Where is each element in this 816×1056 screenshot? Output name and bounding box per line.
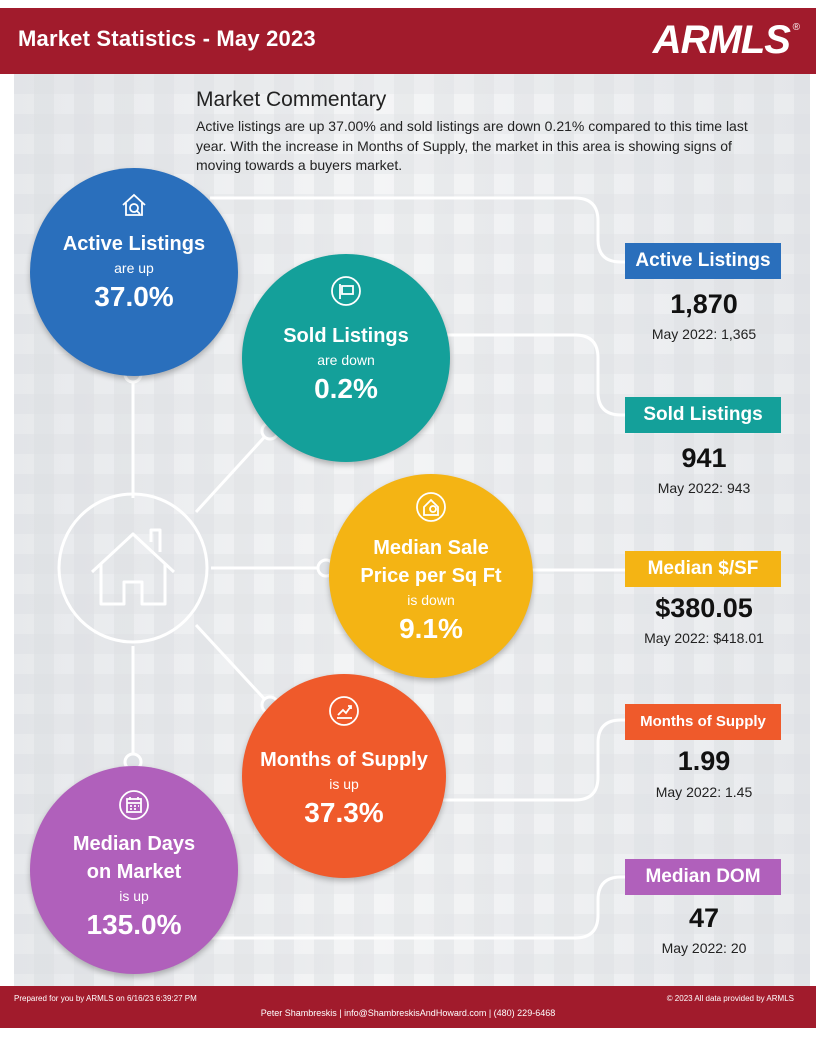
median-dom-label: Median DOM <box>625 859 781 895</box>
chart-up-icon <box>329 696 359 726</box>
sold-listings-title: Sold Listings <box>283 325 409 347</box>
median-price-value: $380.05 <box>655 593 753 623</box>
median-dom-value: 47 <box>688 903 720 933</box>
sold-listings-change: 0.2% <box>314 373 378 404</box>
agent-contact-text: Peter Shambreskis | info@ShambreskisAndH… <box>260 1008 556 1018</box>
sold-listings-circle: Sold Listings are down 0.2% <box>242 254 450 462</box>
median-price-title-line1: Median Sale <box>373 537 489 559</box>
hub-line-sold <box>194 429 272 514</box>
logo-registered-mark: ® <box>792 22 800 33</box>
armls-logo: ARMLS <box>652 18 791 62</box>
active-listings-title: Active Listings <box>62 233 206 255</box>
page-footer: Prepared for you by ARMLS on 6/16/23 6:3… <box>0 986 816 1028</box>
median-dom-prev: May 2022: 20 <box>661 940 747 956</box>
prepared-by-text: Prepared for you by ARMLS on 6/16/23 6:3… <box>14 994 197 1003</box>
sold-listings-direction: are down <box>317 352 375 368</box>
house-price-icon <box>416 492 446 522</box>
active-listings-circle: Active Listings are up 37.0% <box>30 168 238 376</box>
connector-active <box>210 196 626 264</box>
months-supply-value: 1.99 <box>677 746 731 776</box>
active-listings-prev: May 2022: 1,365 <box>651 326 757 342</box>
connector-dom <box>210 875 626 940</box>
active-listings-value: 1,870 <box>670 289 738 319</box>
months-supply-prev: May 2022: 1.45 <box>655 784 753 800</box>
median-dom-direction: is up <box>119 888 149 904</box>
median-price-circle: Median Sale Price per Sq Ft is down 9.1% <box>329 474 533 678</box>
median-dom-title-line1: Median Days <box>72 833 196 855</box>
median-dom-change: 135.0% <box>86 909 182 940</box>
page-header: Market Statistics - May 2023 ARMLS ® <box>0 8 816 74</box>
house-search-icon <box>122 193 146 216</box>
median-price-title-line2: Price per Sq Ft <box>360 565 502 587</box>
sale-sign-icon <box>331 276 361 306</box>
copyright-text: © 2023 All data provided by ARMLS <box>666 994 794 1003</box>
active-listings-change: 37.0% <box>94 281 174 312</box>
months-supply-label: Months of Supply <box>625 704 781 740</box>
sold-listings-prev: May 2022: 943 <box>657 480 751 496</box>
sold-listings-value: 941 <box>681 443 727 473</box>
calendar-icon <box>119 790 149 820</box>
connector-sold <box>420 333 626 417</box>
house-icon <box>90 528 176 606</box>
median-dom-circle: Median Days on Market is up 135.0% <box>30 766 238 974</box>
hub-ring <box>57 492 209 644</box>
median-dom-title-line2: on Market <box>86 861 182 883</box>
median-price-label: Median $/SF <box>625 551 781 587</box>
months-supply-change: 37.3% <box>304 797 384 828</box>
months-supply-title: Months of Supply <box>260 749 428 771</box>
median-price-change: 9.1% <box>399 613 463 644</box>
months-supply-circle: Months of Supply is up 37.3% <box>242 674 446 878</box>
connector-supply <box>420 718 626 802</box>
active-listings-label: Active Listings <box>625 243 781 279</box>
median-price-prev: May 2022: $418.01 <box>644 630 764 646</box>
active-listings-direction: are up <box>114 260 154 276</box>
page-title: Market Statistics - May 2023 <box>18 26 316 51</box>
commentary-text: Active listings are up 37.00% and sold l… <box>196 118 748 173</box>
sold-listings-label: Sold Listings <box>625 397 781 433</box>
median-price-direction: is down <box>407 592 455 608</box>
hub-line-supply <box>194 623 272 707</box>
commentary-title: Market Commentary <box>196 88 387 111</box>
months-supply-direction: is up <box>329 776 359 792</box>
